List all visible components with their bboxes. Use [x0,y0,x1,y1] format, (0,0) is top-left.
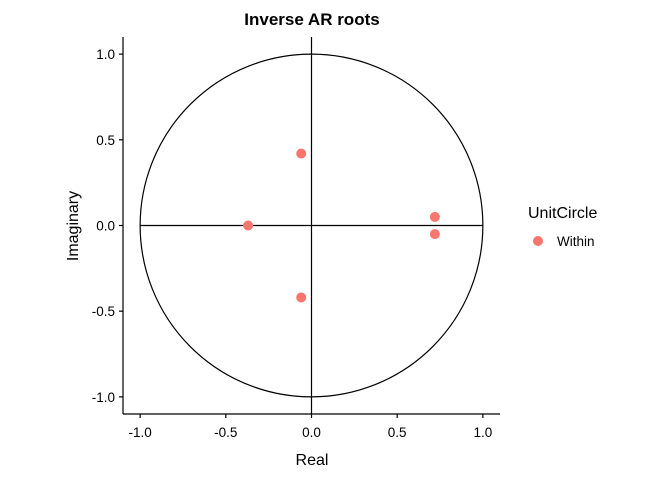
data-point [429,229,440,240]
data-points [243,148,440,303]
x-tick-label: -0.5 [214,425,237,440]
legend-title: UnitCircle [528,205,597,222]
legend: UnitCircle Within [528,205,597,249]
legend-key [533,236,543,246]
y-tick-label: -1.0 [92,390,115,405]
legend-label: Within [557,234,595,249]
x-tick-label: 0.5 [388,425,407,440]
y-axis-ticks: -1.0 -0.5 0.0 0.5 1.0 [92,47,123,405]
y-tick-label: 0.0 [96,219,115,234]
chart-title: Inverse AR roots [244,10,379,29]
x-tick-label: 1.0 [473,425,492,440]
y-axis-title: Imaginary [65,191,82,261]
data-point [429,211,440,222]
axes: -1.0 -0.5 0.0 0.5 1.0 -1.0 -0.5 0.0 0.5 1.0 [92,37,500,440]
data-point [296,148,307,159]
y-tick-label: -0.5 [92,304,115,319]
legend-entries: Within [533,234,595,249]
data-point [296,292,307,303]
y-tick-label: 0.5 [96,133,115,148]
x-axis-ticks: -1.0 -0.5 0.0 0.5 1.0 [129,414,492,440]
x-tick-label: 0.0 [302,425,321,440]
data-point [243,220,254,231]
x-tick-label: -1.0 [129,425,152,440]
plot-area [139,37,484,414]
y-tick-label: 1.0 [96,47,115,62]
x-axis-title: Real [296,452,329,469]
